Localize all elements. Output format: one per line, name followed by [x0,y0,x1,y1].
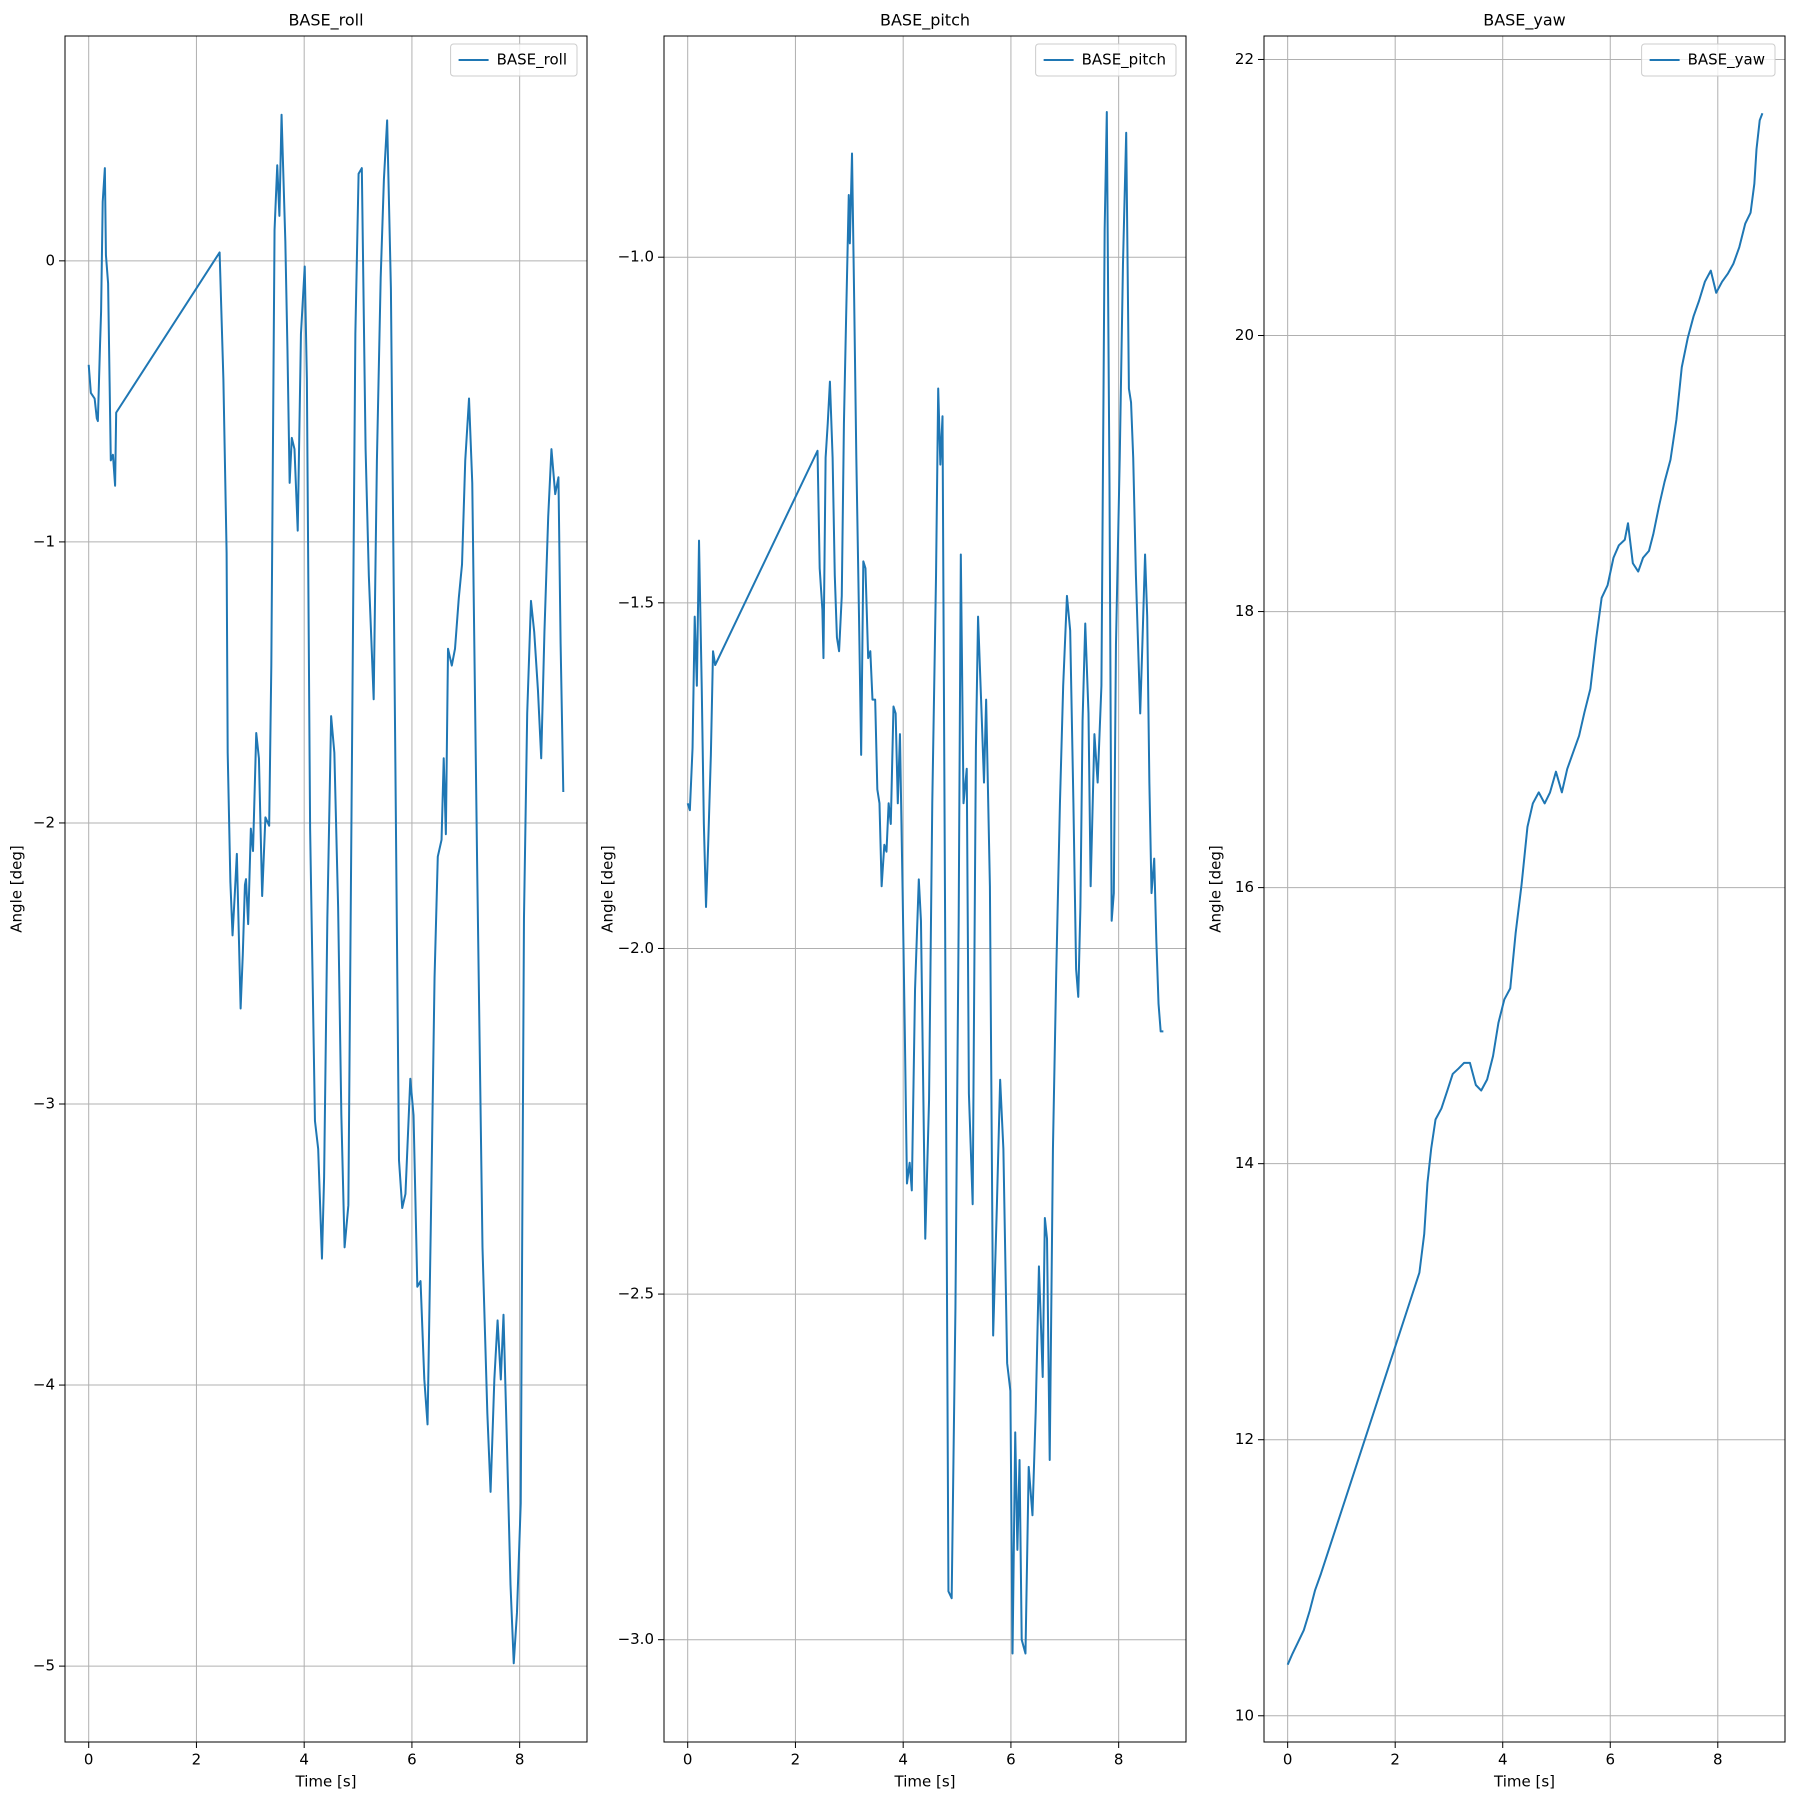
x-tick-label: 6 [1605,1751,1615,1769]
y-tick-label: −1.5 [618,593,654,611]
data-line [87,113,565,1665]
y-tick-label: 22 [1235,50,1254,68]
legend: BASE_pitch [1035,43,1177,77]
x-tick-label: 0 [683,1751,693,1769]
y-tick-label: −3 [33,1095,55,1113]
x-tick-label: 6 [407,1751,417,1769]
y-axis-label: Angle [deg] [1207,845,1225,932]
x-tick-label: 4 [898,1751,908,1769]
chart-title: BASE_yaw [1483,11,1566,31]
y-tick-label: −3.0 [618,1630,654,1648]
legend-box [1035,43,1177,77]
axes-frame [64,35,588,1743]
y-tick-label: 0 [45,251,55,269]
x-tick-label: 8 [1713,1751,1723,1769]
x-tick-label: 4 [1498,1751,1508,1769]
y-tick-label: −4 [33,1376,55,1394]
legend-label: BASE_yaw [1688,51,1765,70]
y-tick-label: −1.0 [618,248,654,266]
legend-label: BASE_pitch [1082,51,1166,70]
legend-label: BASE_roll [497,51,567,70]
x-tick-label: 2 [192,1751,202,1769]
y-tick-label: −2.0 [618,939,654,957]
y-tick-label: 12 [1235,1430,1254,1448]
y-tick-label: 20 [1235,326,1254,344]
x-tick-label: 8 [515,1751,525,1769]
x-tick-label: 0 [1283,1751,1293,1769]
legend: BASE_yaw [1641,43,1776,77]
x-tick-label: 0 [84,1751,94,1769]
x-axis-label: Time [s] [894,1773,956,1791]
legend: BASE_roll [450,43,578,77]
chart-title: BASE_pitch [880,11,970,31]
x-tick-label: 4 [299,1751,309,1769]
y-tick-label: 18 [1235,602,1254,620]
x-axis-label: Time [s] [1493,1773,1555,1791]
y-tick-label: −5 [33,1657,55,1675]
y-tick-label: −2.5 [618,1285,654,1303]
x-tick-label: 2 [791,1751,801,1769]
data-line [686,111,1164,1655]
x-tick-label: 6 [1006,1751,1016,1769]
axes-frame [663,35,1187,1743]
chart-title: BASE_roll [288,11,363,31]
x-tick-label: 2 [1390,1751,1400,1769]
axes-frame [1263,35,1786,1743]
y-tick-label: 14 [1235,1154,1254,1172]
y-tick-label: 10 [1235,1706,1254,1724]
y-tick-label: −1 [33,532,55,550]
legend-box [450,43,578,77]
y-axis-label: Angle [deg] [599,845,617,932]
y-tick-label: −2 [33,813,55,831]
x-axis-label: Time [s] [295,1773,357,1791]
y-tick-label: 16 [1235,878,1254,896]
y-axis-label: Angle [deg] [8,845,26,932]
legend-box [1641,43,1776,77]
data-line [1286,112,1764,1666]
x-tick-label: 8 [1114,1751,1124,1769]
